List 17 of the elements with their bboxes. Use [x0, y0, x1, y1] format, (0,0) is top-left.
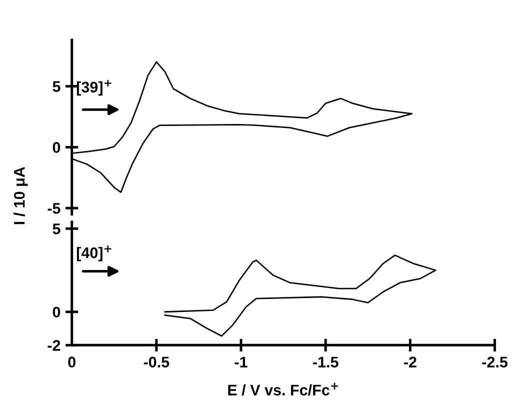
x-tick-label: -0.5 — [144, 356, 170, 368]
y-tick-label: 0 — [52, 306, 60, 318]
y-tick-label: 0 — [52, 142, 60, 153]
x-tick-label: -2 — [404, 356, 416, 368]
y-axis-title: I / 10 μA — [14, 166, 28, 224]
annotation: [40]$^{+}$ — [76, 245, 112, 262]
x-tick-label: 0 — [68, 356, 76, 368]
x-tick-label: -1.5 — [313, 356, 338, 368]
x-axis-title: E / V vs. Fc/Fc$^{+}$ — [228, 382, 338, 396]
annotation: [39]$^{+}$ — [76, 80, 112, 96]
y-tick-label: -2 — [48, 340, 60, 351]
y-tick-label: 5 — [52, 81, 60, 92]
y-tick-label: -5 — [48, 203, 60, 214]
x-tick-label: -1 — [234, 356, 248, 368]
y-tick-label: 5 — [52, 224, 60, 234]
line-series — [164, 254, 436, 337]
x-tick-label: -2.5 — [482, 356, 508, 368]
